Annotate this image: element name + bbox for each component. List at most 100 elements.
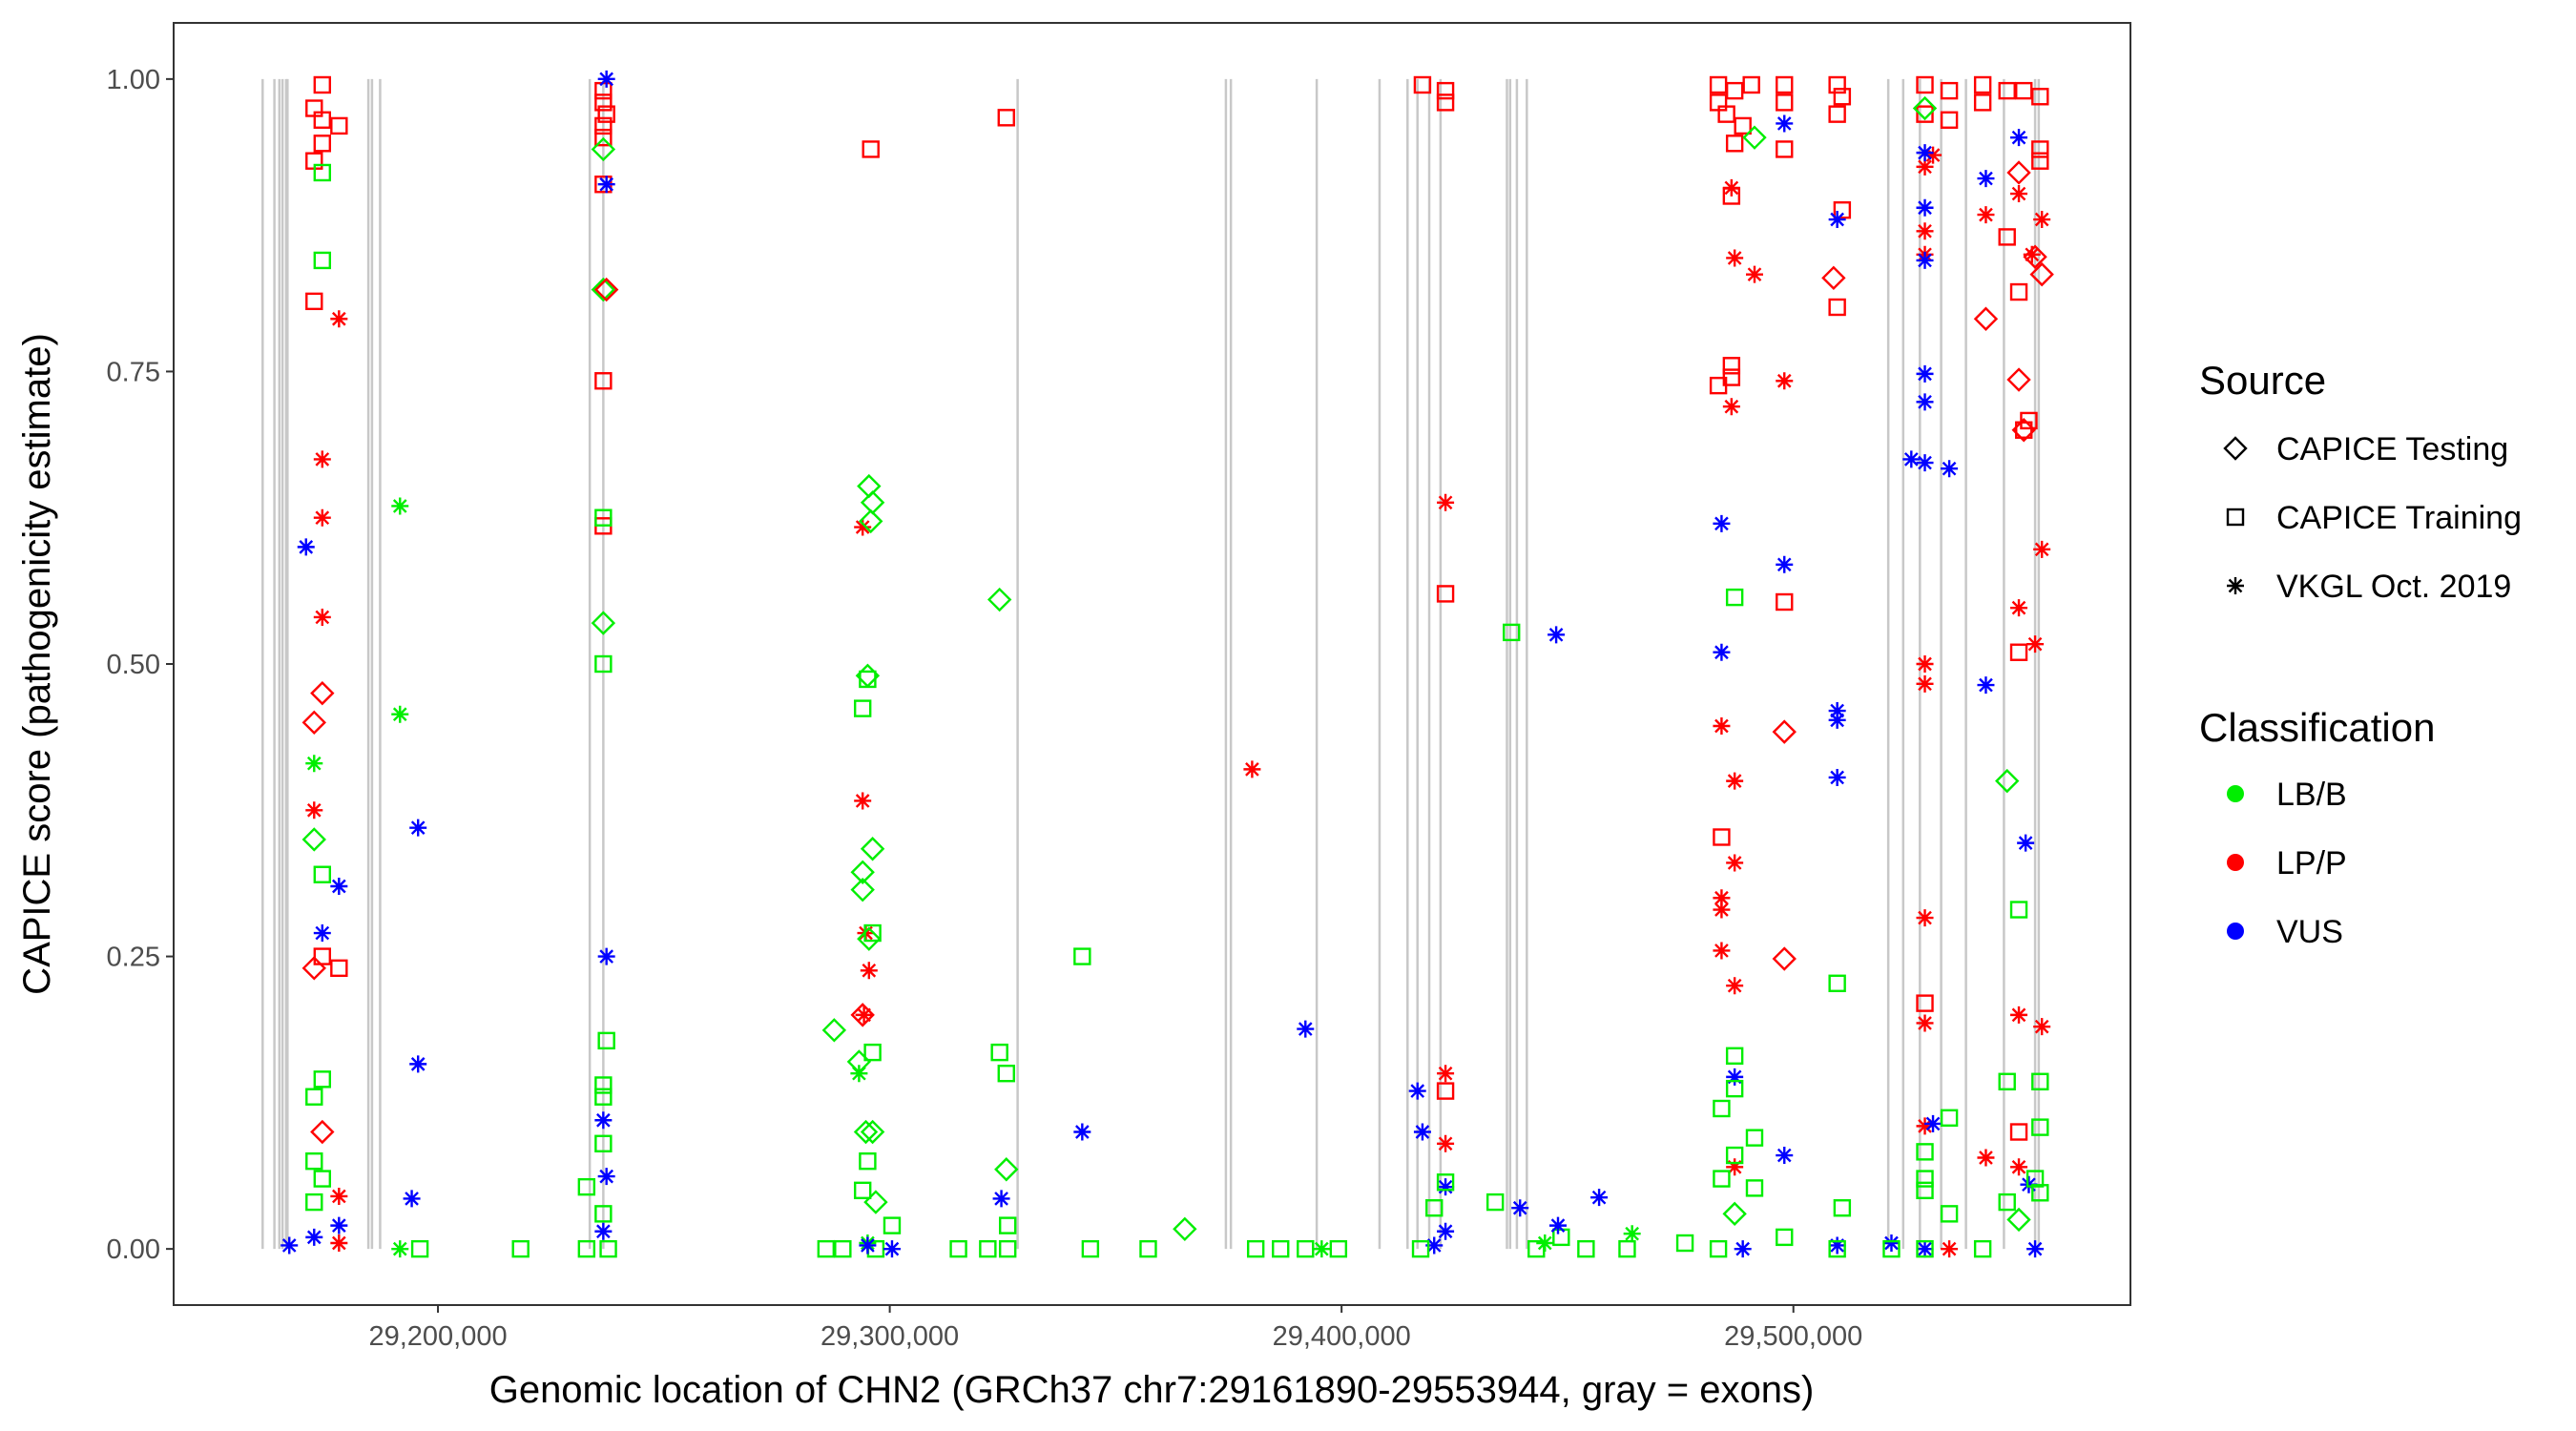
data-point [997,109,1015,127]
data-point [409,819,427,837]
data-point [1916,198,1934,217]
data-point [1745,1129,1764,1147]
data-point [591,136,616,162]
data-point [2009,1123,2028,1141]
data-point [860,837,885,861]
data-point [1916,222,1934,240]
data-point [577,1177,596,1196]
data-point [1408,1082,1426,1100]
data-point [403,1190,421,1208]
legend: Source CAPICE Testing CAPICE Training VKGL… [2199,358,2522,950]
data-point [2033,1018,2051,1036]
data-point [1916,1239,1934,1258]
data-point [1746,265,1763,283]
data-point [1833,88,1852,106]
data-point [1536,1234,1554,1253]
data-point [1998,1072,2016,1090]
data-point [1436,81,1455,100]
data-point [1297,1020,1315,1038]
data-point [391,1240,409,1258]
data-point [1413,1123,1431,1141]
data-point [979,1239,997,1258]
data-point [330,1234,348,1253]
data-point [1916,909,1934,927]
data-point [1436,585,1455,603]
data-point [862,140,880,158]
data-point [1941,460,1959,478]
data-point [1998,228,2016,246]
data-point [313,251,332,270]
data-point [1977,1149,1995,1167]
legend-square-icon [2226,508,2245,527]
data-point [834,1239,852,1258]
data-point [1916,364,1934,383]
data-point [1437,1178,1455,1196]
data-point [1243,760,1261,778]
data-point [1436,1173,1455,1192]
data-point [1776,1147,1794,1165]
data-point [1726,249,1744,267]
data-point [1717,105,1735,123]
data-point [1924,146,1942,164]
y-tick-label: 0.00 [107,1234,160,1265]
y-tick-label: 0.25 [107,943,160,973]
data-point [301,956,326,981]
data-point [1073,947,1091,965]
data-point [817,1239,836,1258]
data-point [1916,157,1934,176]
data-point [853,1181,872,1200]
data-point [850,1003,875,1027]
data-point [2011,418,2036,443]
data-point [853,1119,879,1145]
data-point [330,310,348,328]
data-point [391,705,409,723]
data-point [1828,298,1846,317]
data-point [1916,1014,1934,1032]
data-point [301,710,326,736]
data-point [594,1076,613,1094]
data-point [1916,1117,1934,1135]
data-point [1722,357,1741,375]
data-point [1709,1239,1728,1258]
data-point [1776,592,1794,612]
data-point [853,699,872,717]
data-point [313,865,332,883]
data-point [1776,372,1794,390]
data-point [1916,454,1934,472]
data-point [1713,716,1731,735]
data-point [1713,942,1731,960]
data-point [855,1006,873,1024]
legend-class-label: LP/P [2276,845,2347,881]
data-point [859,1236,877,1255]
data-point [594,1088,613,1106]
data-point [594,1134,613,1152]
data-point [1272,1239,1290,1258]
data-point [1882,1239,1901,1258]
data-point [998,1216,1017,1234]
data-point [1995,768,2020,794]
data-point [280,1236,299,1255]
data-point [850,1065,868,1083]
data-point [2017,834,2035,852]
data-points [280,70,2054,1258]
data-point [2009,901,2028,919]
data-point [594,508,613,527]
data-point [1998,1192,2016,1212]
data-point [594,654,613,674]
data-point [1940,81,1959,100]
data-point [883,1216,902,1234]
data-point [1828,1236,1846,1255]
data-point [330,116,348,135]
data-point [1776,140,1794,158]
data-point [1725,1079,1744,1098]
data-point [305,755,323,773]
data-point [1713,828,1731,846]
data-point [1916,994,1934,1012]
data-point [2010,129,2028,147]
data-point [2010,185,2028,203]
data-point [1912,95,1938,121]
data-point [1726,1068,1744,1086]
y-axis-title: CAPICE score (pathogenicity estimate) [16,333,58,995]
